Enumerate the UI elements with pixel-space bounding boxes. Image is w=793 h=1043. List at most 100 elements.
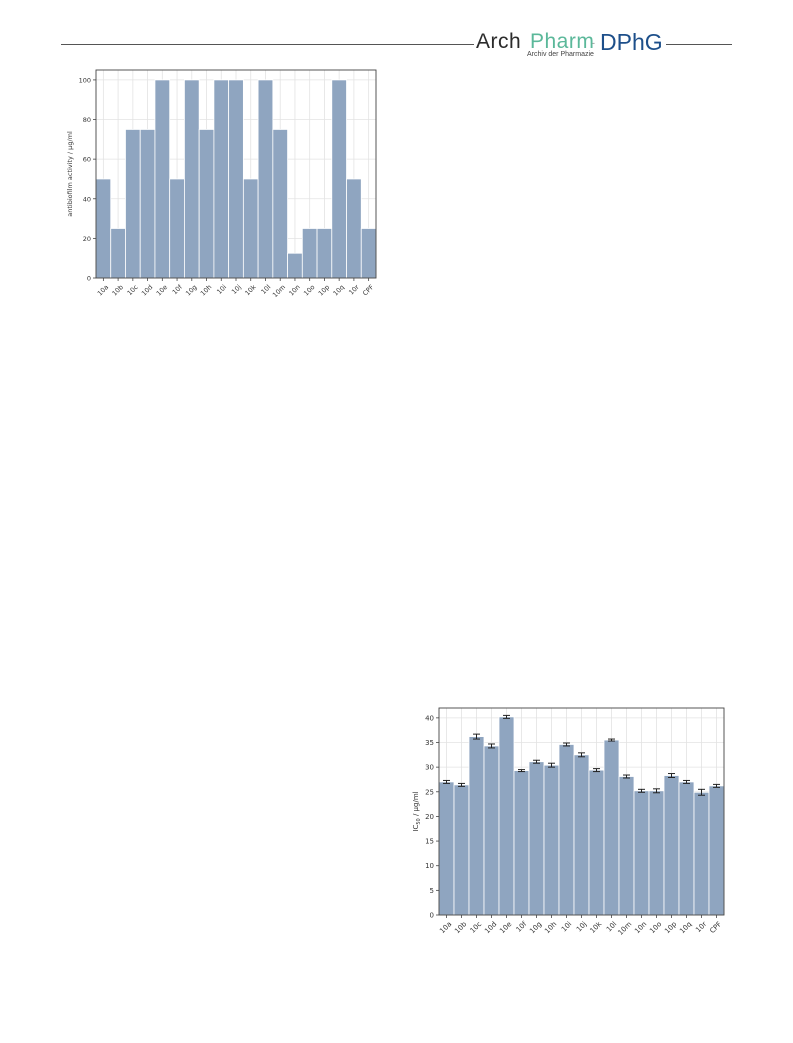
x-tick-label: 10k [243,283,257,297]
bar [708,785,725,916]
bar [693,791,710,916]
bar [588,769,605,916]
bar [139,129,156,279]
error-bar [608,738,615,742]
logo-separator: - [592,38,595,48]
x-tick-label: 10p [663,920,678,935]
logo-arch-text: Arch [476,30,522,53]
bar [198,129,215,279]
bar [648,790,665,916]
bar [95,178,112,279]
bar [633,790,650,916]
error-bar [578,752,585,758]
x-tick-label: 10e [498,920,513,935]
y-tick-label: 5 [430,887,434,895]
bar [125,129,141,279]
x-tick-label: 10c [469,920,484,935]
bar [272,129,288,279]
x-tick-label: 10d [483,920,498,935]
y-axis-label-sub: 50 [416,818,422,824]
y-tick-label: 20 [425,813,434,821]
error-bar [563,742,570,747]
bar [213,79,230,279]
x-tick-label: 10k [588,919,603,934]
x-tick-label: 10n [633,920,648,935]
bar [301,228,318,279]
bar [242,178,259,279]
x-tick-label: 10d [140,283,154,297]
bar [316,228,333,279]
y-axis-label: IC50 / µg/ml [412,791,422,831]
x-tick-label: 10q [332,283,346,297]
x-tick-label: 10n [287,283,301,297]
x-tick-label: 10g [184,283,198,297]
error-bar [443,779,450,784]
bar [110,228,126,279]
x-tick-label: 10q [678,920,693,935]
bar [528,761,545,916]
x-tick-label: 10b [110,283,124,297]
bar [331,79,347,279]
x-tick-label: 10e [155,283,169,297]
x-tick-label: 10g [528,920,543,935]
bar [663,775,680,916]
y-tick-label: 10 [425,862,434,870]
y-axis-label-unit: / µg/ml [412,791,420,818]
x-tick-label: 10i [560,920,573,933]
y-tick-label: 25 [425,788,434,796]
bar [184,79,200,279]
error-bar [683,779,690,784]
x-tick-label: 10f [171,283,185,297]
y-tick-label: 0 [430,912,434,920]
error-bar [638,788,645,793]
bar [169,178,185,279]
x-tick-label: 10b [453,920,468,935]
x-tick-label: CPF [361,283,375,297]
bar [453,784,470,916]
y-axis-label-main: IC [412,825,420,832]
error-bar [593,768,600,773]
logo-subtitle: Archiv der Pharmazie [527,51,594,58]
bar [573,754,590,916]
error-bar [503,714,510,719]
y-tick-label: 100 [79,76,91,84]
x-tick-label: CPF [708,920,723,935]
error-bar [518,769,525,773]
y-tick-label: 80 [83,116,91,124]
logo-dphg-text: DPhG [600,29,663,55]
x-tick-label: 10m [617,920,634,937]
bar [360,228,377,279]
error-bar [653,788,660,794]
x-tick-label: 10a [438,920,453,935]
x-tick-label: 10i [215,283,228,296]
bar [228,79,244,279]
x-tick-label: 10h [199,283,213,297]
ic50-chart: 0 5 10 15 20 25 30 35 40 10a 10b 10c 10d 10e 10f 10g 10h… [412,707,725,937]
bar [618,776,635,916]
y-tick-label: 35 [425,739,434,747]
y-tick-label: 40 [425,714,434,722]
bar [257,79,274,279]
x-tick-label: 10f [515,920,529,934]
error-bar [473,733,480,740]
x-tick-label: 10o [648,920,663,935]
y-tick-label: 0 [87,275,91,283]
error-bar [698,788,705,796]
y-tick-label: 15 [425,838,434,846]
error-bar [458,782,465,787]
bar [438,781,455,916]
header-rule-left [61,44,474,45]
bar [346,178,362,279]
y-tick-label: 20 [83,235,91,243]
x-tick-label: 10j [230,283,243,296]
error-bar [623,774,630,779]
bar [558,744,575,916]
error-bar [533,759,540,764]
error-bar [548,762,555,768]
error-bar [713,783,720,788]
y-tick-label: 60 [83,156,91,164]
x-tick-label: 10r [694,920,708,934]
y-axis-label: antibiofilm activity / µg/ml [66,131,74,217]
bar [468,736,485,916]
